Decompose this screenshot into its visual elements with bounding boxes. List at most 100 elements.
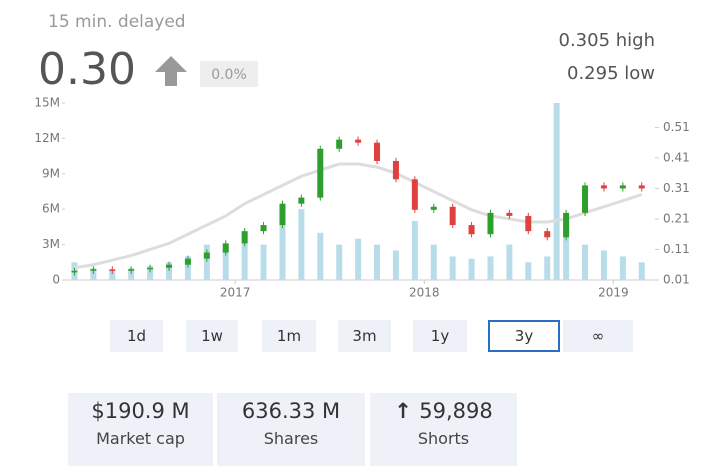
- candle-body: [241, 231, 248, 244]
- candle-body: [336, 139, 343, 149]
- y2-tick-label: 0.01: [663, 273, 690, 287]
- candle-body: [298, 197, 305, 204]
- volume-bar: [241, 232, 248, 280]
- candle-body: [487, 212, 494, 235]
- candle-body: [411, 179, 418, 210]
- moving-average: [74, 162, 643, 270]
- y2-tick-label: 0.11: [663, 242, 690, 256]
- candle-body: [147, 267, 154, 270]
- y2-tick-label: 0.41: [663, 150, 690, 164]
- price: 0.30: [38, 44, 136, 95]
- candle-body: [71, 270, 78, 273]
- volume-bar: [411, 221, 418, 280]
- volume-bar: [166, 262, 173, 280]
- volume-bar: [430, 244, 437, 280]
- stat-label: Shares: [263, 429, 319, 448]
- candle-body: [468, 225, 475, 235]
- volume-bar: [468, 258, 475, 280]
- y-tick-label: 3M: [42, 237, 60, 251]
- y2-tick-label: 0.21: [663, 211, 690, 225]
- y-tick-label: 0: [52, 273, 60, 287]
- candle-body: [638, 185, 645, 189]
- candle-body: [525, 215, 532, 232]
- volume-bar: [147, 265, 154, 280]
- candle-body: [544, 231, 551, 238]
- candle-body: [600, 185, 607, 189]
- range-button[interactable]: 3y: [488, 320, 560, 352]
- volume-bar: [279, 221, 286, 280]
- candle-body: [203, 252, 210, 259]
- range-button[interactable]: 1m: [262, 320, 316, 352]
- range-button[interactable]: 1y: [413, 320, 467, 352]
- candle-body: [260, 225, 267, 232]
- chart: 15 min. delayed 0.30 0.0% 0.305 high 0.2…: [34, 12, 690, 300]
- volume-bar: [336, 244, 343, 280]
- day-high: 0.305 high: [559, 30, 656, 51]
- volume-bar: [619, 256, 626, 280]
- stat-value-text: 636.33 M: [241, 399, 341, 423]
- candle-body: [430, 206, 437, 210]
- day-low: 0.295 low: [567, 63, 655, 84]
- stat-label: Shorts: [417, 429, 470, 448]
- volume-bar: [109, 270, 116, 280]
- candle-body: [449, 206, 456, 226]
- stat-box: ↑ 59,898 Shorts: [370, 393, 517, 466]
- stat-value-text: 59,898: [419, 399, 493, 423]
- range-button[interactable]: 1w: [186, 320, 238, 352]
- stat-box: $190.9 M Market cap: [68, 393, 213, 466]
- range-button[interactable]: ∞: [563, 320, 633, 352]
- candle-body: [90, 269, 97, 271]
- volume-bar: [355, 238, 362, 280]
- change-badge: [200, 61, 258, 87]
- x-tick-label: 2018: [409, 286, 440, 300]
- stat-value: ↑ 59,898: [370, 399, 517, 423]
- range-button[interactable]: 3m: [338, 320, 391, 352]
- range-button[interactable]: 1d: [110, 320, 163, 352]
- delay-note: 15 min. delayed: [48, 12, 186, 32]
- y-tick-label: 9M: [42, 166, 60, 180]
- y2-tick-label: 0.31: [663, 181, 690, 195]
- volume-bar: [260, 244, 267, 280]
- y2-tick-label: 0.51: [663, 120, 690, 134]
- y-tick-label: 12M: [34, 131, 60, 145]
- up-arrow-icon: ↑: [394, 399, 420, 423]
- volume-bar: [222, 250, 229, 280]
- candle-body: [582, 185, 589, 213]
- volume-bar: [544, 256, 551, 280]
- stat-value: 636.33 M: [217, 399, 365, 423]
- candle-body: [128, 269, 135, 271]
- candle-body: [109, 269, 116, 271]
- volume-bar: [392, 250, 399, 280]
- x-tick-label: 2017: [220, 286, 251, 300]
- y-tick-label: 6M: [42, 202, 60, 216]
- change: 0.0%: [211, 67, 247, 83]
- candle-body: [619, 185, 626, 189]
- volume-bar: [582, 244, 589, 280]
- volume-bar: [128, 268, 135, 280]
- volume-bar: [525, 262, 532, 280]
- stat-value: $190.9 M: [68, 399, 213, 423]
- volume-bar: [638, 262, 645, 280]
- up-arrow-icon: [155, 56, 187, 86]
- x-tick-label: 2019: [598, 286, 629, 300]
- candle-body: [563, 212, 570, 238]
- candle-body: [184, 258, 191, 265]
- volume-bar: [90, 268, 97, 280]
- candle-body: [374, 142, 381, 161]
- candle-body: [317, 148, 324, 198]
- volume-bar: [298, 209, 305, 280]
- volume-bar: [553, 103, 560, 280]
- volume-bar: [506, 244, 513, 280]
- volume-bar: [203, 244, 210, 280]
- stat-value-text: $190.9 M: [91, 399, 190, 423]
- volume-bar: [600, 250, 607, 280]
- stat-box: 636.33 M Shares: [217, 393, 365, 466]
- volume-bar: [184, 256, 191, 280]
- candle-body: [392, 160, 399, 180]
- y-tick-label: 15M: [34, 96, 60, 110]
- volume-bar: [449, 256, 456, 280]
- candle-body: [279, 203, 286, 226]
- candle-body: [355, 139, 362, 143]
- candle-body: [166, 264, 173, 268]
